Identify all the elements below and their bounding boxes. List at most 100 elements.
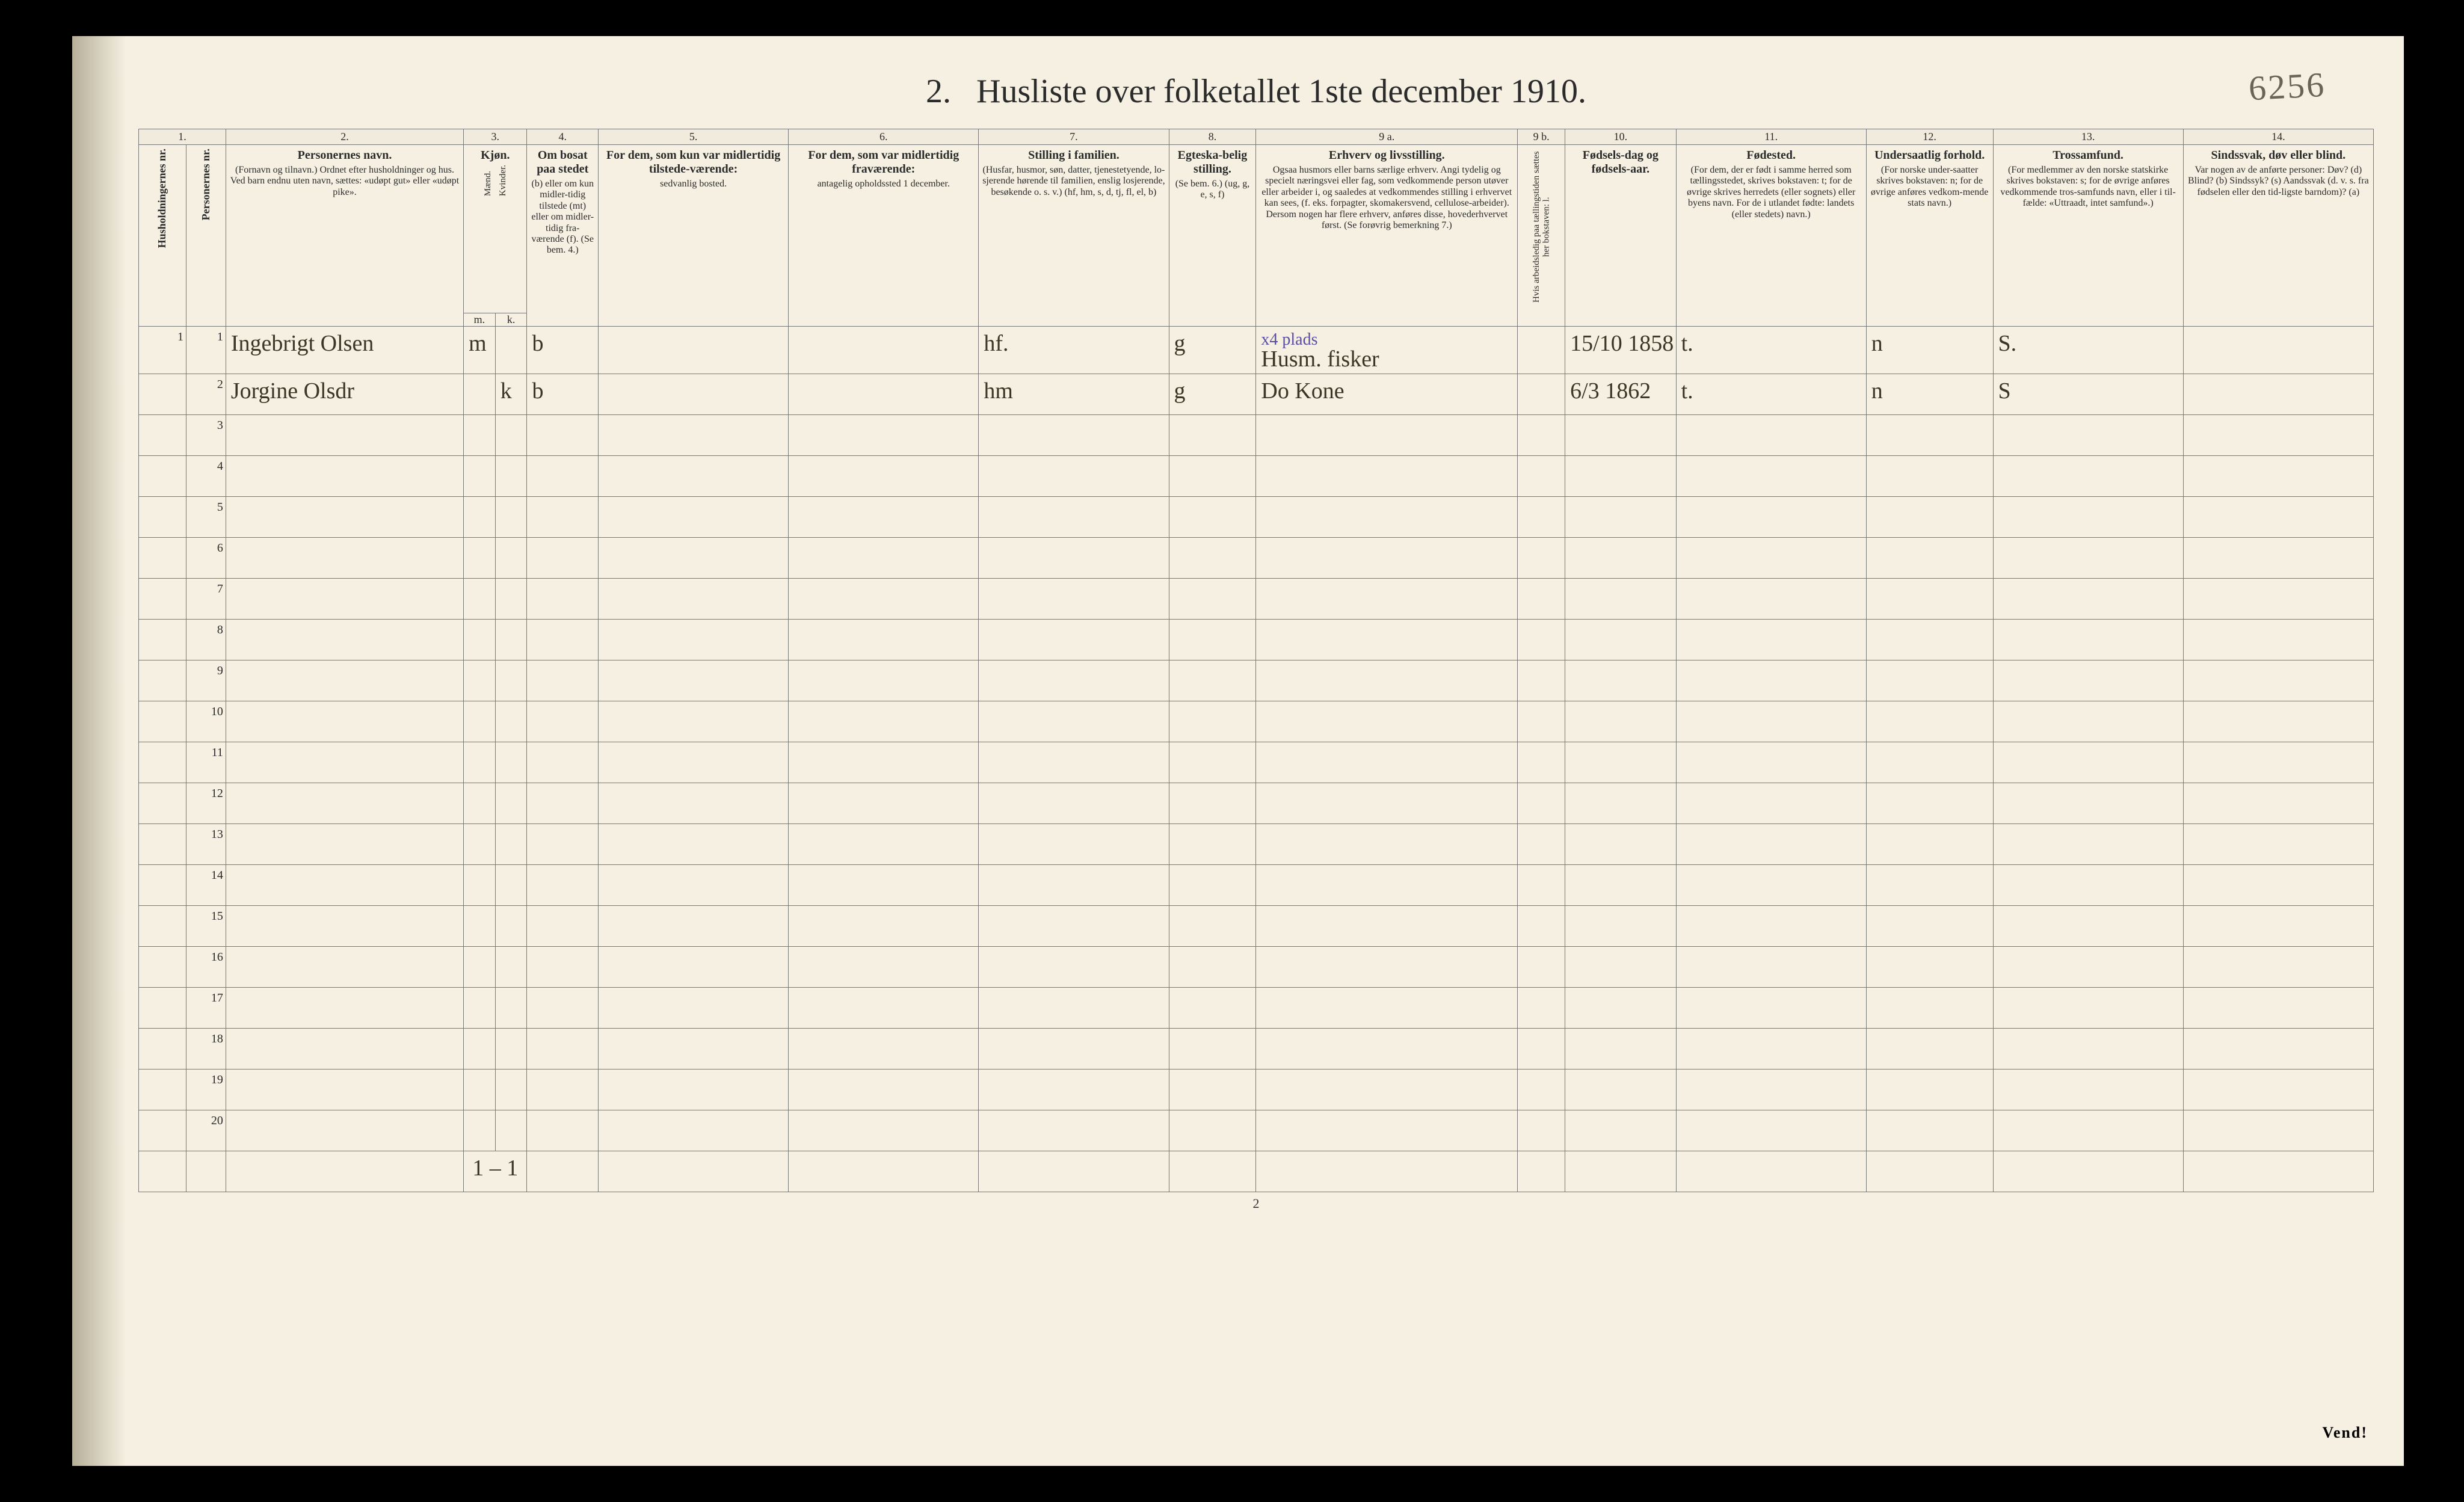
cell-blank: [1169, 415, 1256, 456]
colnum-14: 14.: [2183, 129, 2373, 145]
cell-blank: [789, 1070, 979, 1110]
cell-blank: [979, 1029, 1169, 1070]
cell-blank: [464, 947, 496, 988]
cell-blank: [226, 906, 463, 947]
cell-blank: [1993, 1029, 2183, 1070]
hdr-birthplace-main: Fødested.: [1679, 149, 1864, 162]
cell-blank: [226, 415, 463, 456]
cell-blank: [1993, 1070, 2183, 1110]
hdr-household-no-label: Husholdningernes nr.: [156, 149, 168, 248]
cell-blank: [139, 1151, 186, 1192]
table-row-blank: 20: [139, 1110, 2374, 1151]
cell-blank: [1518, 1070, 1565, 1110]
cell-blank: [1169, 660, 1256, 701]
cell-blank: [599, 988, 789, 1029]
cell-blank: [1565, 742, 1676, 783]
cell-blank: [1518, 742, 1565, 783]
cell-blank: [1169, 579, 1256, 620]
cell-blank: [1256, 1029, 1518, 1070]
cell-blank: [464, 497, 496, 538]
table-row-blank: 7: [139, 579, 2374, 620]
cell-blank: [1565, 865, 1676, 906]
cell-blank: [979, 947, 1169, 988]
cell-blank: [1676, 865, 1866, 906]
cell-blank: [1256, 660, 1518, 701]
cell-blank: [527, 538, 599, 579]
cell-birthdate: 6/3 1862: [1565, 374, 1676, 415]
cell-row-no: 8: [186, 620, 226, 660]
cell-blank: [527, 497, 599, 538]
cell-blank: [979, 1151, 1169, 1192]
hdr-temp-absent-main: For dem, som var midlertidig fraværende:: [791, 149, 976, 176]
cell-row-no: 20: [186, 1110, 226, 1151]
cell-blank: [464, 1110, 496, 1151]
hdr-temp-present-main: For dem, som kun var midlertidig tilsted…: [601, 149, 786, 176]
cell-blank: [1565, 824, 1676, 865]
hdr-religion-main: Trossamfund.: [1996, 149, 2181, 162]
sex-tally: 1 – 1: [464, 1151, 527, 1192]
cell-blank: [1518, 783, 1565, 824]
hdr-temp-absent: For dem, som var midlertidig fraværende:…: [789, 145, 979, 327]
hdr-person-no-label: Personernes nr.: [200, 149, 212, 220]
cell-blank: [789, 742, 979, 783]
cell-blank: [495, 701, 527, 742]
cell-blank: [464, 988, 496, 1029]
cell-row-no: 15: [186, 906, 226, 947]
table-row: 2 Jorgine Olsdr k b hm g Do Kone 6/3 186…: [139, 374, 2374, 415]
colnum-7: 7.: [979, 129, 1169, 145]
colnum-9b: 9 b.: [1518, 129, 1565, 145]
cell-blank: [1676, 824, 1866, 865]
cell-blank: [599, 660, 789, 701]
cell-blank: [527, 742, 599, 783]
cell-blank: [1676, 497, 1866, 538]
cell-blank: [1993, 456, 2183, 497]
cell-blank: [1565, 947, 1676, 988]
cell-family-pos: hm: [979, 374, 1169, 415]
cell-blank: [1993, 701, 2183, 742]
table-row-blank: 19: [139, 1070, 2374, 1110]
cell-blank: [1565, 1070, 1676, 1110]
cell-blank: [2183, 1151, 2373, 1192]
hdr-temp-present: For dem, som kun var midlertidig tilsted…: [599, 145, 789, 327]
table-row-blank: 14: [139, 865, 2374, 906]
cell-family-pos: hf.: [979, 327, 1169, 374]
cell-blank: [789, 865, 979, 906]
cell-blank: [979, 742, 1169, 783]
cell-blank: [1518, 620, 1565, 660]
cell-blank: [464, 906, 496, 947]
cell-blank: [599, 579, 789, 620]
scan-frame: 2. Husliste over folketallet 1ste decemb…: [0, 0, 2464, 1502]
cell-blank: [789, 783, 979, 824]
hdr-name-main: Personernes navn.: [229, 149, 461, 162]
cell-blank: [789, 497, 979, 538]
cell-blank: [1866, 620, 1993, 660]
cell-sex-m: m: [464, 327, 496, 374]
cell-blank: [1169, 824, 1256, 865]
cell-blank: [1565, 579, 1676, 620]
cell-blank: [1256, 620, 1518, 660]
cell-religion: S.: [1993, 327, 2183, 374]
cell-sex-k: k: [495, 374, 527, 415]
cell-sex-k: [495, 327, 527, 374]
cell-blank: [789, 906, 979, 947]
hdr-bosat: Om bosat paa stedet (b) eller om kun mid…: [527, 145, 599, 327]
cell-blank: [599, 1151, 789, 1192]
table-row-tally: 1 – 1: [139, 1151, 2374, 1192]
cell-blank: [789, 1151, 979, 1192]
cell-blank: [1256, 1151, 1518, 1192]
cell-row-no: 16: [186, 947, 226, 988]
cell-blank: [1993, 660, 2183, 701]
cell-blank: [464, 783, 496, 824]
cell-blank: [495, 1029, 527, 1070]
cell-blank: [464, 742, 496, 783]
cell-birthplace: t.: [1676, 374, 1866, 415]
cell-blank: [527, 660, 599, 701]
cell-blank: [527, 824, 599, 865]
cell-row-no: 17: [186, 988, 226, 1029]
cell-blank: [2183, 742, 2373, 783]
cell-blank: [1676, 701, 1866, 742]
cell-row-no: 19: [186, 1070, 226, 1110]
cell-blank: [1256, 456, 1518, 497]
cell-birthdate: 15/10 1858: [1565, 327, 1676, 374]
cell-blank: [979, 538, 1169, 579]
